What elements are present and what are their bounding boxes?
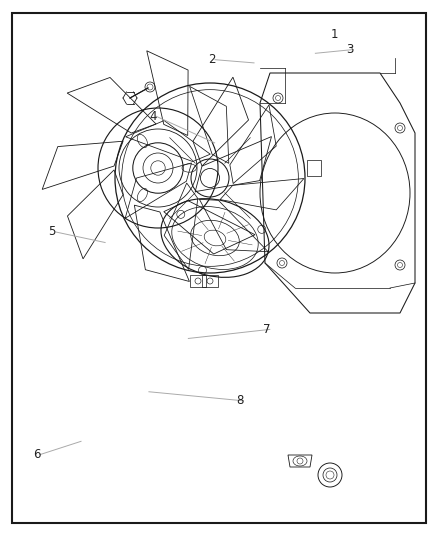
Text: 4: 4	[149, 110, 156, 123]
Text: 8: 8	[237, 394, 244, 407]
Text: 7: 7	[263, 323, 270, 336]
Text: 3: 3	[346, 43, 353, 56]
Text: 1: 1	[331, 28, 338, 41]
Text: 2: 2	[208, 53, 215, 66]
Text: 5: 5	[48, 225, 56, 238]
Text: 6: 6	[33, 448, 40, 461]
